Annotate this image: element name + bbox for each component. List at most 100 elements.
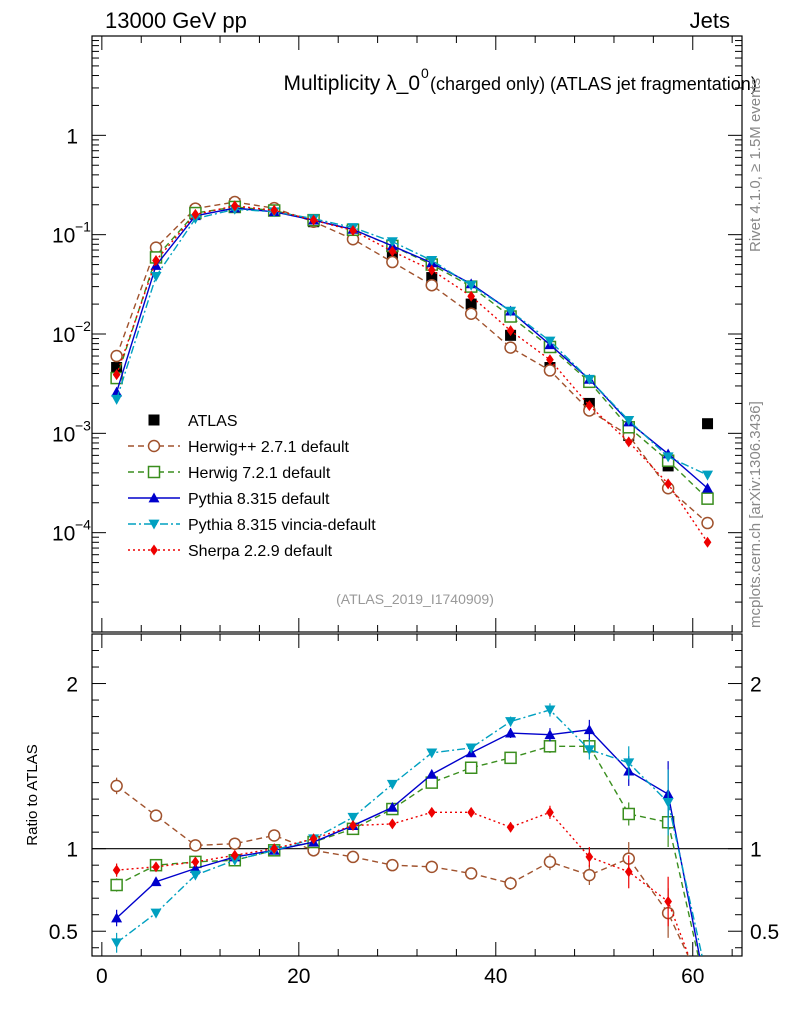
legend-marker-3: [148, 492, 160, 503]
ratio-series-group: [110, 703, 713, 1011]
series-3-main-point: [111, 386, 123, 397]
series-1-ratio-point: [504, 877, 517, 890]
legend-label-5: Sherpa 2.2.9 default: [188, 543, 333, 560]
series-3-ratio-point: [544, 729, 556, 740]
plot-title: Multiplicity λ_0: [283, 72, 420, 95]
series-4-main-line: [115, 208, 708, 476]
y-tick-exponent: −4: [75, 517, 91, 533]
series-2-ratio-point: [504, 751, 517, 765]
series-4-main-point: [505, 306, 517, 317]
series-4-ratio-point: [662, 798, 674, 808]
ratio-tick-label-right: 0.5: [750, 921, 779, 944]
y-tick-label: 1: [66, 125, 78, 148]
series-3-ratio-point: [111, 912, 123, 923]
series-4-ratio-point: [544, 705, 556, 716]
series-5-ratio-point: [112, 864, 121, 876]
series-4-main-point: [111, 394, 123, 405]
series-3-ratio-line: [116, 729, 701, 956]
x-tick-label: 40: [484, 965, 507, 988]
series-1-main-point: [110, 349, 123, 363]
legend-marker-5: [150, 544, 158, 556]
series-1-ratio-point: [464, 867, 478, 880]
series-4-main-point: [386, 237, 398, 248]
ratio-frame: [91, 633, 743, 957]
series-2-ratio-point: [464, 761, 478, 775]
series-4-ratio-line: [116, 709, 703, 956]
series-2-ratio-point: [425, 776, 439, 789]
x-tick-label: 60: [681, 965, 704, 988]
series-1-main-point: [701, 516, 714, 530]
ratio-tick-label-right: 1: [750, 839, 762, 862]
series-1-main-point: [464, 307, 478, 320]
x-tick-label: 0: [96, 965, 108, 988]
series-3-ratio-point: [702, 992, 713, 1002]
series-5-main-point: [585, 400, 594, 412]
series-1-ratio-point: [543, 855, 557, 869]
legend-label-0: ATLAS: [188, 413, 238, 430]
series-1-ratio-point: [149, 809, 163, 822]
rivet-label: Rivet 4.1.0, ≥ 1.5M events: [747, 78, 764, 252]
legend-marker-0: [148, 414, 160, 426]
series-5-main-point: [506, 325, 515, 337]
series-4-main-point: [465, 280, 477, 291]
series-4-main-point: [702, 470, 714, 481]
y-tick-exponent: −3: [75, 417, 91, 433]
y-tick-exponent: −2: [75, 318, 91, 334]
series-1-ratio-point: [386, 858, 399, 872]
series-1-ratio-point: [425, 860, 439, 874]
series-5-ratio-point: [191, 856, 200, 868]
series-5-main-point: [270, 204, 279, 216]
y-tick-label: 10: [52, 324, 75, 347]
series-5-main-line: [115, 205, 709, 543]
series-1-main-point: [504, 341, 517, 354]
series-4-main-point: [426, 256, 438, 266]
series-2-ratio-line: [116, 745, 699, 956]
legend-label-4: Pythia 8.315 vincia-default: [188, 517, 376, 534]
mcplots-label: mcplots.cern.ch [arXiv:1306.3436]: [747, 401, 764, 628]
series-1-ratio-point: [189, 839, 202, 852]
series-2-ratio-point: [543, 740, 557, 753]
series-5-ratio-point: [467, 806, 476, 818]
series-5-main-point: [664, 478, 672, 490]
series-4-main-point: [623, 415, 635, 426]
series-4-ratio-point: [583, 745, 595, 756]
series-3-ratio-point: [426, 768, 438, 779]
series-2-ratio-point: [702, 992, 713, 1003]
ratio-ylabel: Ratio to ATLAS: [24, 744, 41, 845]
jets-label: Jets: [690, 8, 730, 33]
series-0-main-point: [465, 298, 477, 310]
series-5-ratio-point: [388, 818, 397, 830]
series-1-main-point: [425, 278, 439, 292]
series-5-main-point: [703, 536, 712, 548]
series-5-ratio-point: [349, 820, 357, 832]
series-1-ratio-point: [346, 850, 360, 864]
plot-title-suffix: (charged only) (ATLAS jet fragmentation): [430, 74, 757, 94]
ratio-tick-label-left: 1: [66, 839, 78, 862]
y-tick-label: 10: [52, 225, 75, 248]
ratio-tick-label-left: 2: [66, 674, 78, 697]
series-5-main-point: [546, 354, 554, 366]
series-2-main-line: [115, 206, 709, 500]
y-tick-label: 10: [52, 423, 75, 446]
series-5-ratio-point: [506, 821, 515, 833]
series-1-main-point: [386, 255, 399, 269]
series-2-main-point: [701, 492, 714, 505]
series-5-ratio-point: [704, 1000, 712, 1011]
series-1-ratio-point: [110, 779, 123, 793]
series-5-ratio-point: [230, 849, 239, 861]
energy-label: 13000 GeV pp: [105, 8, 247, 33]
legend-marker-1: [147, 439, 161, 453]
series-5-main-point: [427, 264, 436, 276]
series-5-ratio-point: [585, 851, 594, 863]
series-5-main-point: [112, 369, 121, 381]
series-5-main-point: [152, 254, 160, 266]
series-5-ratio-point: [664, 896, 672, 908]
series-4-ratio-point: [111, 938, 123, 949]
series-4-ratio-point: [150, 908, 162, 919]
series-2-ratio-point: [622, 807, 635, 821]
series-5-main-point: [388, 245, 397, 257]
main-series-group: [110, 195, 714, 548]
series-4-ratio-point: [465, 743, 477, 754]
series-5-ratio-point: [152, 861, 160, 873]
